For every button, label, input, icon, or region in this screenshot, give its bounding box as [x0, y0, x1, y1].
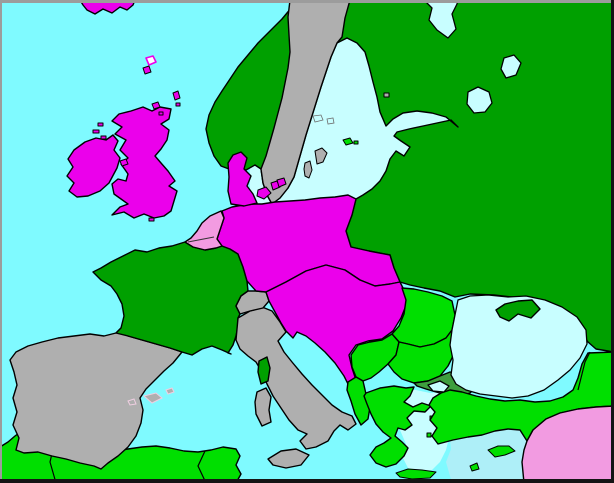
region-sicily[interactable] [267, 448, 310, 469]
region-crete[interactable] [395, 468, 437, 480]
island-faroe-solid [142, 65, 152, 75]
lake-vanern [312, 114, 324, 123]
border-netherlands-belgium [187, 236, 215, 243]
island-man [119, 158, 129, 167]
island-gotland [314, 147, 328, 165]
region-cyprus[interactable] [487, 445, 516, 458]
island-ibiza [127, 398, 137, 406]
region-iceland[interactable] [79, 0, 136, 15]
border-algeria-tunisia [197, 450, 207, 483]
lake-vattern [326, 117, 335, 125]
island-shetland-2 [175, 102, 181, 107]
island-aland-2 [353, 140, 359, 145]
region-serbia[interactable] [350, 333, 400, 382]
island-hebrides-1 [97, 122, 104, 127]
region-syria-levant[interactable] [521, 405, 614, 483]
island-wight [148, 217, 155, 222]
region-bulgaria[interactable] [387, 329, 459, 384]
region-corsica[interactable] [257, 356, 271, 385]
island-aland [342, 137, 354, 146]
island-hebrides-2 [92, 129, 100, 134]
frame-right-edge [611, 0, 614, 483]
island-hebrides-3 [100, 135, 107, 140]
sea-levant [446, 428, 529, 483]
island-menorca [165, 387, 175, 395]
island-bothnia-islet [383, 92, 390, 98]
island-shetland [172, 90, 181, 101]
frame-top-edge [0, 0, 614, 3]
region-albania[interactable] [346, 376, 371, 426]
region-iberia[interactable] [9, 327, 183, 470]
island-orkney-2 [158, 111, 164, 116]
frame-bottom-edge [0, 479, 614, 483]
region-united-kingdom[interactable] [111, 106, 178, 219]
sea-marmara [427, 380, 450, 393]
island-mallorca [142, 392, 163, 404]
region-greece[interactable] [363, 385, 432, 468]
border-caucasus [577, 351, 591, 391]
region-austria-hungary[interactable] [265, 264, 408, 389]
sea-black [449, 294, 588, 399]
region-crimea[interactable] [495, 299, 541, 322]
lake-onega [500, 54, 522, 79]
island-orkney [151, 101, 161, 110]
lake-ladoga [466, 86, 493, 114]
frame-left-edge [0, 0, 2, 483]
island-zealand [256, 186, 272, 200]
region-denmark[interactable] [227, 151, 258, 207]
region-sweden[interactable] [260, 0, 351, 205]
island-bornholm [276, 177, 287, 188]
region-ireland[interactable] [66, 134, 121, 198]
island-rhodes [469, 462, 480, 472]
island-oland [303, 160, 313, 179]
region-sardinia[interactable] [254, 387, 272, 427]
island-faroe-outline [145, 55, 157, 66]
island-cyclades-3 [426, 432, 432, 438]
